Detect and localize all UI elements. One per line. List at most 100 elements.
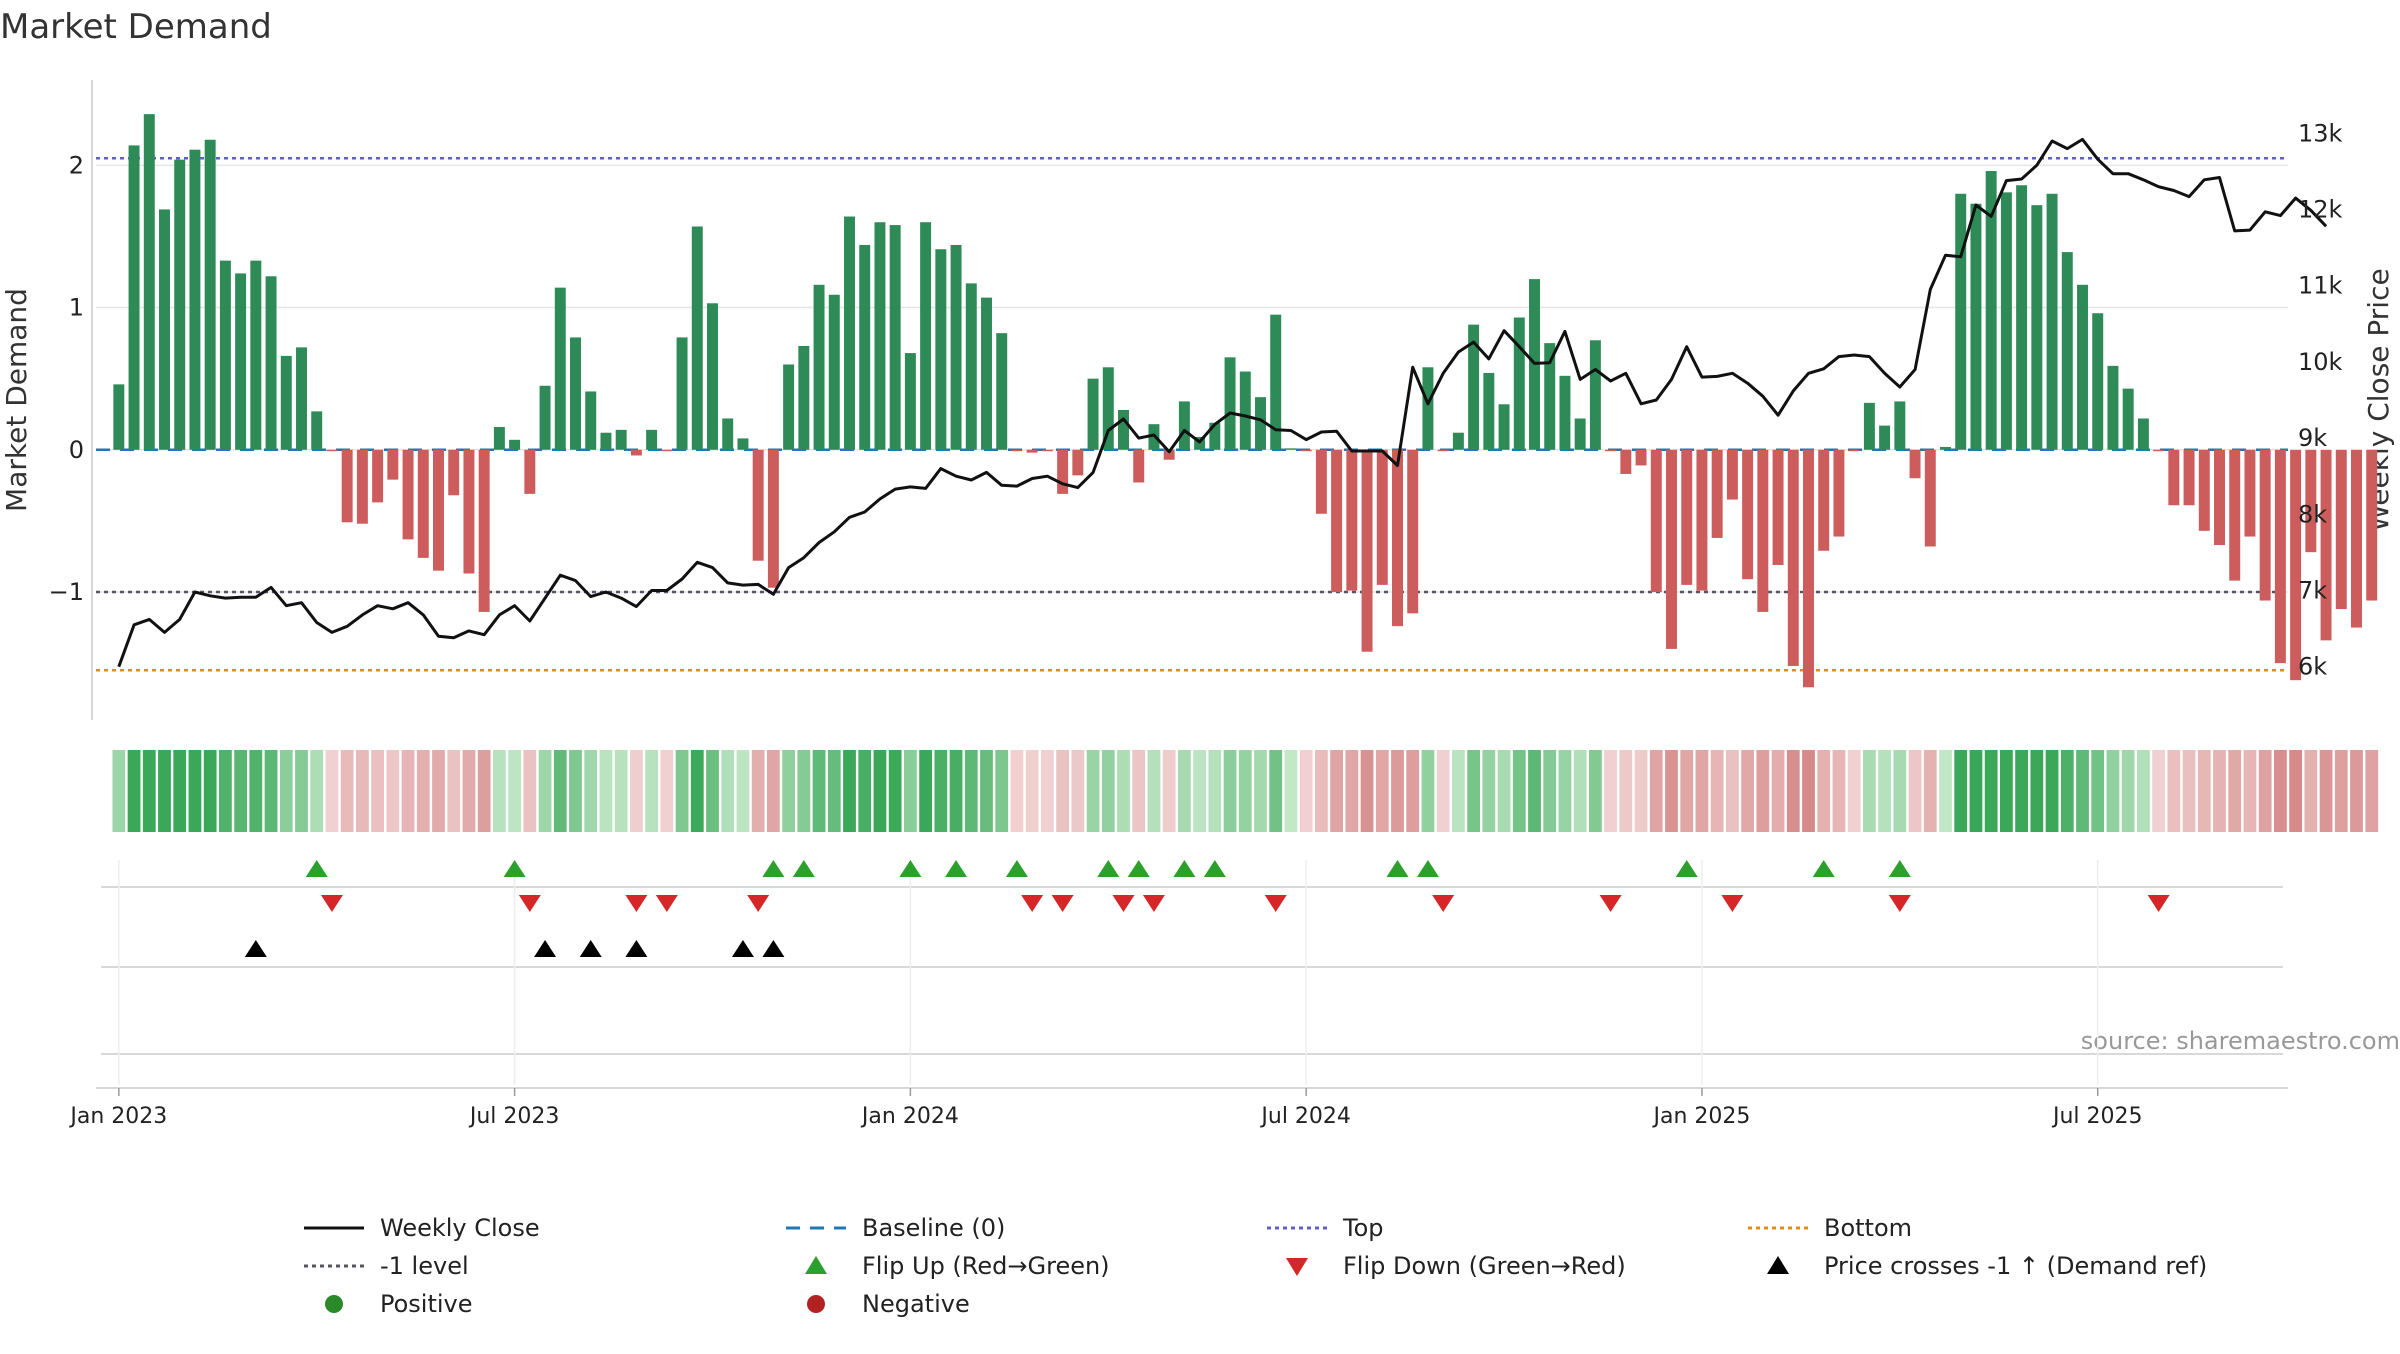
heat-strip-cell bbox=[1573, 750, 1587, 832]
demand-bar bbox=[113, 384, 125, 450]
demand-bar bbox=[874, 222, 886, 450]
demand-bar bbox=[2183, 449, 2195, 506]
demand-bar bbox=[159, 209, 170, 450]
heat-strip-cell bbox=[812, 750, 826, 832]
y-tick-left: −1 bbox=[49, 578, 84, 606]
demand-bar bbox=[448, 449, 460, 496]
demand-bar bbox=[646, 429, 658, 450]
demand-bar bbox=[965, 283, 977, 450]
heat-strip-cell bbox=[553, 750, 567, 832]
demand-bar bbox=[2229, 449, 2241, 581]
demand-bar bbox=[2137, 418, 2149, 450]
demand-bar bbox=[2046, 193, 2058, 450]
y-tick-right: 6k bbox=[2298, 653, 2327, 681]
heat-strip-cell bbox=[1208, 750, 1222, 832]
demand-bar bbox=[844, 216, 855, 450]
heat-strip-cell bbox=[1056, 750, 1070, 832]
heat-strip-cell bbox=[340, 750, 354, 832]
demand-bar bbox=[1909, 449, 1921, 479]
demand-bar bbox=[417, 449, 429, 558]
heat-strip-cell bbox=[2152, 750, 2166, 832]
demand-bar bbox=[128, 145, 140, 450]
demand-bar bbox=[1224, 357, 1236, 450]
heat-strip-cell bbox=[919, 750, 933, 832]
heat-strip-cell bbox=[432, 750, 445, 832]
flip-down-marker bbox=[1051, 895, 1074, 912]
demand-bar bbox=[2107, 365, 2119, 450]
legend-label: Price crosses -1 ↑ (Demand ref) bbox=[1824, 1252, 2208, 1280]
demand-bar bbox=[2168, 449, 2180, 506]
chart-title: Market Demand bbox=[0, 7, 272, 47]
demand-bar bbox=[433, 449, 444, 571]
heat-strip-cell bbox=[264, 750, 278, 832]
heat-strip-cell bbox=[675, 750, 689, 832]
demand-bar bbox=[1285, 448, 1297, 450]
flip-down-marker bbox=[1112, 895, 1135, 912]
flip-down-marker bbox=[1021, 895, 1044, 912]
demand-bar bbox=[2031, 205, 2043, 450]
heat-strip-cell bbox=[1939, 750, 1952, 832]
heat-strip-cell bbox=[706, 750, 719, 832]
demand-bar bbox=[509, 439, 521, 450]
heat-strip-cell bbox=[1451, 750, 1465, 832]
heat-strip-cell bbox=[614, 750, 628, 832]
heat-strip-cell bbox=[584, 750, 598, 832]
heat-strip-cell bbox=[1254, 750, 1267, 832]
heat-strip-cell bbox=[1725, 750, 1739, 832]
demand-bar bbox=[265, 276, 277, 450]
heat-strip-cell bbox=[980, 750, 993, 832]
demand-bar bbox=[1940, 446, 1951, 450]
demand-bar bbox=[1574, 418, 1586, 450]
demand-bar bbox=[1559, 375, 1571, 450]
demand-bar bbox=[1787, 449, 1799, 666]
demand-bar bbox=[2335, 449, 2347, 610]
demand-bar bbox=[2305, 449, 2317, 553]
heat-strip-cell bbox=[1969, 750, 1983, 832]
heat-strip-cell bbox=[1893, 750, 1907, 832]
heat-strip-cell bbox=[1238, 750, 1252, 832]
heat-strip-cell bbox=[934, 750, 948, 832]
demand-bar bbox=[585, 391, 597, 450]
heat-strip-cell bbox=[188, 750, 202, 832]
flip-up-marker bbox=[762, 860, 785, 877]
y-tick-right: 11k bbox=[2298, 272, 2343, 300]
heat-strip-cell bbox=[355, 750, 369, 832]
legend-label: Bottom bbox=[1824, 1214, 1913, 1242]
heat-strip-cell bbox=[2365, 750, 2379, 832]
heat-strip-cell bbox=[2304, 750, 2318, 832]
demand-bar bbox=[981, 297, 992, 450]
legend-item-weekly-close: Weekly Close bbox=[300, 1210, 540, 1246]
legend-label: Positive bbox=[380, 1290, 473, 1318]
flip-up-marker bbox=[1005, 860, 1028, 877]
heat-strip-cell bbox=[1299, 750, 1313, 832]
flip-down-marker bbox=[320, 895, 343, 912]
heat-strip-cell bbox=[234, 750, 248, 832]
heat-strip-cell bbox=[843, 750, 856, 832]
heat-strip-cell bbox=[766, 750, 780, 832]
heat-strip-cell bbox=[751, 750, 765, 832]
heat-strip-cell bbox=[295, 750, 308, 832]
heat-strip-cell bbox=[1695, 750, 1709, 832]
demand-bar bbox=[2290, 449, 2302, 681]
demand-bar bbox=[1605, 449, 1617, 452]
legend-item-baseline: Baseline (0) bbox=[782, 1210, 1005, 1246]
y-tick-left: 0 bbox=[69, 436, 84, 464]
heat-strip-cell bbox=[523, 750, 537, 832]
heat-strip-cell bbox=[888, 750, 902, 832]
heat-strip-cell bbox=[1741, 750, 1755, 832]
heat-strip-cell bbox=[2030, 750, 2044, 832]
price-cross-marker bbox=[731, 940, 754, 957]
heat-strip-cell bbox=[2319, 750, 2333, 832]
heat-strip-cell bbox=[964, 750, 978, 832]
heat-strip-cell bbox=[279, 750, 293, 832]
demand-bar bbox=[1331, 449, 1343, 592]
flip-down-marker bbox=[1599, 895, 1622, 912]
legend-label: Flip Down (Green→Red) bbox=[1343, 1252, 1626, 1280]
heat-strip-cell bbox=[2289, 750, 2303, 832]
flip-up-marker bbox=[305, 860, 328, 877]
heat-strip-cell bbox=[1680, 750, 1694, 832]
y-tick-right: 12k bbox=[2298, 196, 2343, 224]
heat-strip-cell bbox=[538, 750, 552, 832]
heat-strip-cell bbox=[401, 750, 415, 832]
